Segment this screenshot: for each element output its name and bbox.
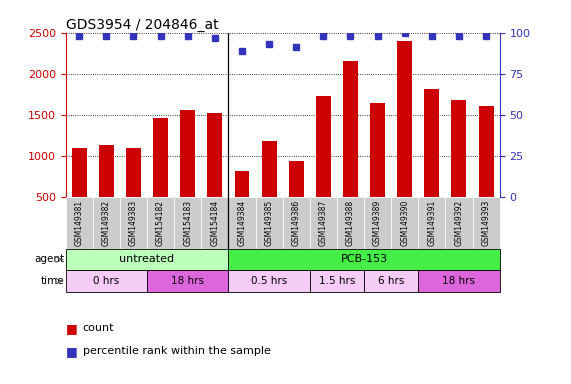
Text: untreated: untreated [119, 255, 175, 265]
Text: GSM149390: GSM149390 [400, 200, 409, 246]
Bar [72, 147, 87, 197]
Bar [418, 270, 500, 292]
Bar [120, 197, 147, 249]
Bar [452, 100, 467, 197]
Bar [93, 197, 120, 249]
Text: GSM154184: GSM154184 [210, 200, 219, 246]
Bar [316, 96, 331, 197]
Bar [391, 197, 418, 249]
Text: PCB-153: PCB-153 [340, 255, 388, 265]
Bar [66, 249, 228, 270]
Text: GSM149391: GSM149391 [427, 200, 436, 246]
Bar [174, 197, 202, 249]
Text: GSM149385: GSM149385 [264, 200, 274, 246]
Text: GSM149387: GSM149387 [319, 200, 328, 246]
Text: GSM149393: GSM149393 [481, 200, 490, 246]
Bar [424, 89, 439, 197]
Text: ■: ■ [66, 345, 78, 358]
Text: GSM149386: GSM149386 [292, 200, 301, 246]
Bar [364, 270, 418, 292]
Text: 18 hrs: 18 hrs [171, 276, 204, 286]
Text: 0.5 hrs: 0.5 hrs [251, 276, 287, 286]
Bar [255, 197, 283, 249]
Text: 1.5 hrs: 1.5 hrs [319, 276, 355, 286]
Bar [418, 197, 445, 249]
Text: percentile rank within the sample: percentile rank within the sample [83, 346, 271, 356]
Bar [283, 197, 309, 249]
Bar [343, 61, 358, 197]
Bar [228, 197, 255, 249]
Bar [473, 197, 500, 249]
Text: 0 hrs: 0 hrs [93, 276, 119, 286]
Text: GDS3954 / 204846_at: GDS3954 / 204846_at [66, 18, 218, 31]
Bar [478, 106, 493, 197]
Bar [126, 148, 141, 197]
Bar [228, 270, 309, 292]
Bar [445, 197, 473, 249]
Bar [66, 270, 147, 292]
Bar [147, 270, 228, 292]
Bar [228, 249, 500, 270]
Text: time: time [41, 276, 65, 286]
Text: 18 hrs: 18 hrs [443, 276, 476, 286]
Bar [337, 197, 364, 249]
Bar [153, 118, 168, 197]
Bar [235, 170, 250, 197]
Bar [147, 197, 174, 249]
Bar [99, 145, 114, 197]
Bar [289, 161, 304, 197]
Text: agent: agent [34, 255, 65, 265]
Text: ■: ■ [66, 322, 78, 335]
Text: GSM149389: GSM149389 [373, 200, 382, 246]
Bar [202, 197, 228, 249]
Text: GSM154183: GSM154183 [183, 200, 192, 246]
Bar [207, 113, 222, 197]
Text: GSM149392: GSM149392 [455, 200, 464, 246]
Text: 6 hrs: 6 hrs [378, 276, 404, 286]
Bar [262, 141, 276, 197]
Text: GSM149384: GSM149384 [238, 200, 247, 246]
Bar [309, 270, 364, 292]
Text: GSM149388: GSM149388 [346, 200, 355, 246]
Bar [309, 197, 337, 249]
Text: GSM149381: GSM149381 [75, 200, 84, 246]
Text: GSM149382: GSM149382 [102, 200, 111, 246]
Bar [364, 197, 391, 249]
Bar [180, 110, 195, 197]
Bar [397, 41, 412, 197]
Text: GSM154182: GSM154182 [156, 200, 165, 246]
Bar [66, 197, 93, 249]
Text: count: count [83, 323, 114, 333]
Bar [370, 103, 385, 197]
Text: GSM149383: GSM149383 [129, 200, 138, 246]
